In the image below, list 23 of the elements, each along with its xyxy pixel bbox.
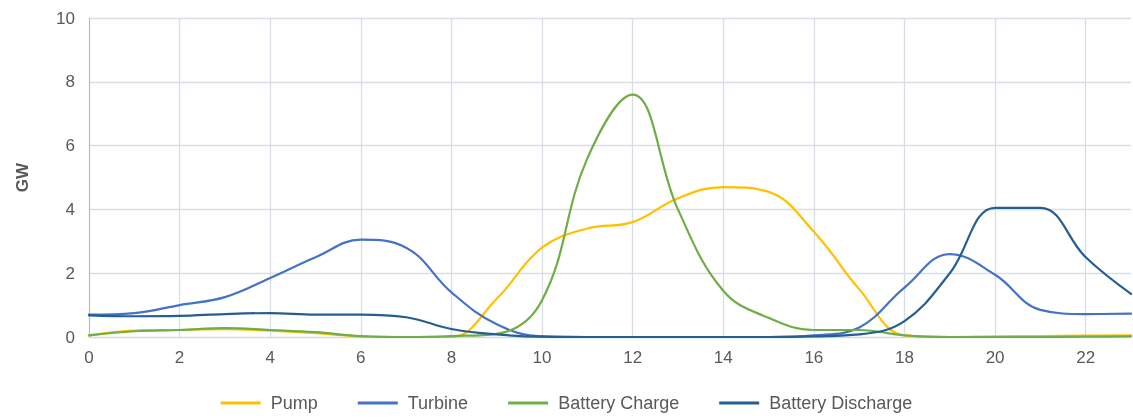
- legend-label: Battery Discharge: [769, 393, 913, 413]
- x-tick-label: 6: [356, 348, 366, 367]
- x-tick-label: 22: [1076, 348, 1096, 367]
- y-tick-label: 4: [65, 199, 75, 219]
- x-tick-label: 20: [985, 348, 1005, 367]
- y-tick-label: 2: [65, 263, 75, 283]
- legend-label: Battery Charge: [558, 393, 680, 413]
- legend-label: Turbine: [407, 393, 469, 413]
- x-tick-label: 16: [804, 348, 824, 367]
- x-tick-label: 2: [174, 348, 185, 367]
- x-tick-label: 14: [713, 348, 733, 367]
- y-tick-label: 6: [65, 136, 75, 156]
- x-tick-label: 18: [895, 348, 914, 367]
- x-tick-label: 8: [446, 348, 457, 367]
- y-tick-label: 10: [56, 8, 75, 28]
- x-tick-label: 0: [84, 348, 94, 367]
- legend-label: Pump: [270, 393, 318, 413]
- x-tick-label: 10: [532, 348, 552, 367]
- y-axis-title: GW: [13, 161, 32, 193]
- x-tick-label: 12: [623, 348, 643, 367]
- x-tick-label: 4: [265, 348, 275, 367]
- y-tick-label: 8: [65, 72, 75, 92]
- y-tick-label: 0: [65, 327, 75, 347]
